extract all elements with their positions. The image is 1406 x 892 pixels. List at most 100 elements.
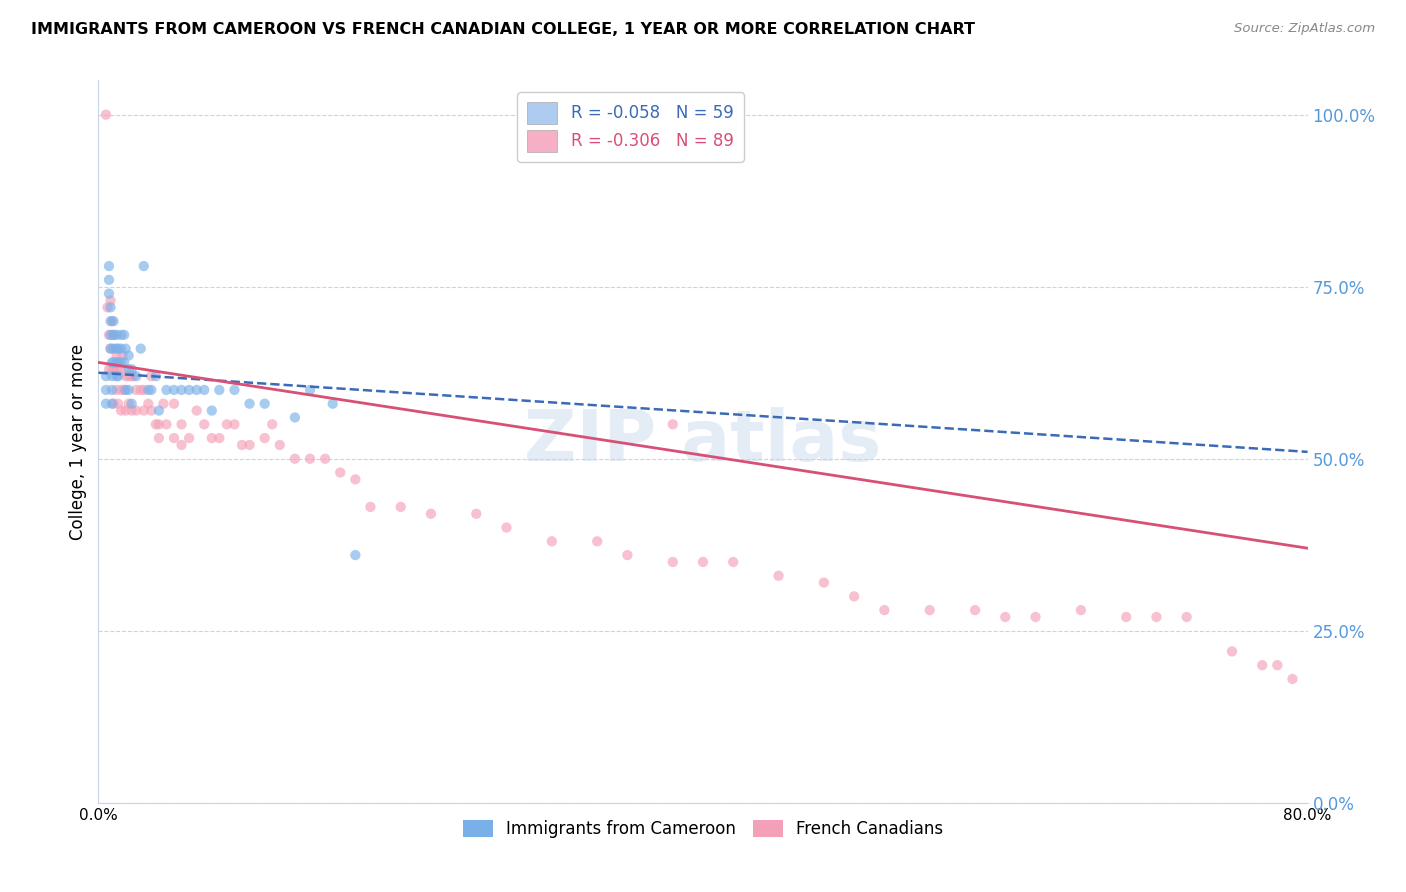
Point [148, 403, 170, 417]
Point [994, 610, 1017, 624]
Point [1115, 610, 1137, 624]
Point [105, 327, 128, 342]
Point [193, 417, 215, 432]
Point [121, 369, 143, 384]
Point [107, 342, 129, 356]
Point [179, 383, 201, 397]
Point [122, 369, 145, 384]
Point [136, 383, 159, 397]
Point [284, 451, 307, 466]
Point [1175, 610, 1198, 624]
Point [215, 417, 238, 432]
Point [224, 383, 246, 397]
Point [661, 417, 683, 432]
Point [299, 451, 322, 466]
Point [269, 438, 291, 452]
Point [360, 500, 382, 514]
Point [121, 362, 143, 376]
Point [118, 349, 141, 363]
Point [965, 603, 987, 617]
Point [224, 417, 246, 432]
Point [299, 383, 322, 397]
Point [103, 355, 125, 369]
Point [148, 417, 170, 432]
Point [208, 431, 231, 445]
Text: IMMIGRANTS FROM CAMEROON VS FRENCH CANADIAN COLLEGE, 1 YEAR OR MORE CORRELATION : IMMIGRANTS FROM CAMEROON VS FRENCH CANAD… [31, 22, 974, 37]
Point [208, 383, 231, 397]
Point [98, 327, 121, 342]
Point [100, 342, 122, 356]
Point [141, 403, 163, 417]
Point [110, 403, 132, 417]
Point [1267, 658, 1289, 673]
Point [110, 342, 132, 356]
Point [100, 293, 122, 308]
Point [145, 369, 167, 384]
Point [118, 383, 141, 397]
Point [1144, 610, 1167, 624]
Point [101, 362, 124, 376]
Point [100, 342, 122, 356]
Point [1070, 603, 1092, 617]
Point [114, 383, 136, 397]
Point [420, 507, 443, 521]
Point [186, 383, 208, 397]
Point [132, 403, 155, 417]
Point [918, 603, 941, 617]
Point [329, 466, 352, 480]
Point [110, 355, 132, 369]
Point [155, 383, 177, 397]
Point [121, 397, 143, 411]
Point [163, 383, 186, 397]
Point [105, 342, 128, 356]
Point [692, 555, 714, 569]
Point [118, 362, 141, 376]
Point [103, 342, 125, 356]
Point [129, 383, 152, 397]
Point [94, 397, 117, 411]
Point [101, 369, 124, 384]
Point [262, 417, 284, 432]
Point [141, 369, 163, 384]
Point [101, 314, 124, 328]
Point [141, 383, 163, 397]
Point [107, 397, 129, 411]
Point [125, 383, 148, 397]
Point [616, 548, 638, 562]
Point [125, 369, 148, 384]
Point [101, 355, 124, 369]
Point [103, 362, 125, 376]
Point [105, 383, 128, 397]
Point [495, 520, 517, 534]
Point [94, 108, 117, 122]
Point [136, 397, 159, 411]
Point [100, 314, 122, 328]
Point [98, 273, 121, 287]
Point [112, 355, 135, 369]
Point [103, 314, 125, 328]
Point [98, 259, 121, 273]
Point [94, 383, 117, 397]
Point [114, 342, 136, 356]
Text: ZIP atlas: ZIP atlas [524, 407, 882, 476]
Point [129, 342, 152, 356]
Point [768, 568, 790, 582]
Point [103, 327, 125, 342]
Point [110, 327, 132, 342]
Point [114, 369, 136, 384]
Point [344, 472, 367, 486]
Point [239, 438, 262, 452]
Point [344, 548, 367, 562]
Point [112, 383, 135, 397]
Point [873, 603, 896, 617]
Point [94, 369, 117, 384]
Point [170, 438, 193, 452]
Point [322, 397, 344, 411]
Point [100, 327, 122, 342]
Point [163, 397, 186, 411]
Point [813, 575, 835, 590]
Point [105, 369, 128, 384]
Point [1220, 644, 1243, 658]
Point [170, 417, 193, 432]
Point [844, 590, 866, 604]
